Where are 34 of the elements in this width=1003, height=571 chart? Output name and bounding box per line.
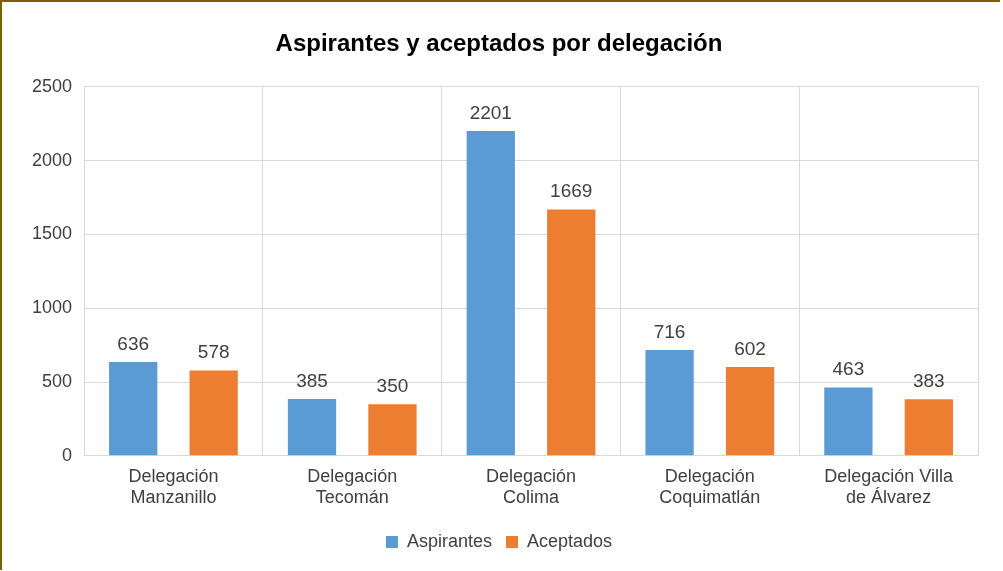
x-tick-label: Delegación Colima [485, 465, 577, 508]
chart-title: Aspirantes y aceptados por delegación [275, 29, 723, 57]
bar [725, 366, 775, 456]
x-tick-label: Delegación Manzanillo [128, 465, 219, 508]
y-tick-label: 2500 [32, 75, 73, 96]
data-label: 463 [832, 358, 865, 380]
legend-label: Aceptados [526, 530, 613, 551]
data-label: 602 [734, 337, 766, 359]
bar [287, 398, 337, 456]
bar [109, 361, 158, 456]
bar [466, 130, 515, 456]
bar [189, 370, 238, 456]
bar [645, 350, 694, 456]
legend-label: Aspirantes [406, 530, 492, 551]
y-tick-label: 2000 [32, 149, 73, 170]
x-tick-label: Delegación Coquimatlán [659, 465, 761, 508]
data-label: 578 [197, 341, 230, 363]
bar [547, 209, 596, 456]
data-label: 385 [296, 369, 328, 391]
data-label: 350 [376, 374, 409, 396]
data-label: 2201 [469, 101, 512, 123]
data-label: 636 [117, 332, 150, 354]
y-tick-label: 500 [42, 370, 73, 391]
bar [824, 387, 873, 456]
data-label: 1669 [550, 180, 593, 202]
x-tick-label: Delegación Tecomán [307, 465, 398, 508]
y-tick-label: 1500 [32, 223, 73, 244]
data-label: 716 [653, 320, 686, 342]
y-tick-label: 1000 [32, 297, 73, 318]
y-tick-label: 0 [62, 444, 73, 465]
x-tick-label: Delegación Villa de Álvarez [824, 465, 954, 508]
data-label: 383 [912, 370, 945, 391]
bar [368, 404, 417, 456]
bar [904, 399, 953, 456]
